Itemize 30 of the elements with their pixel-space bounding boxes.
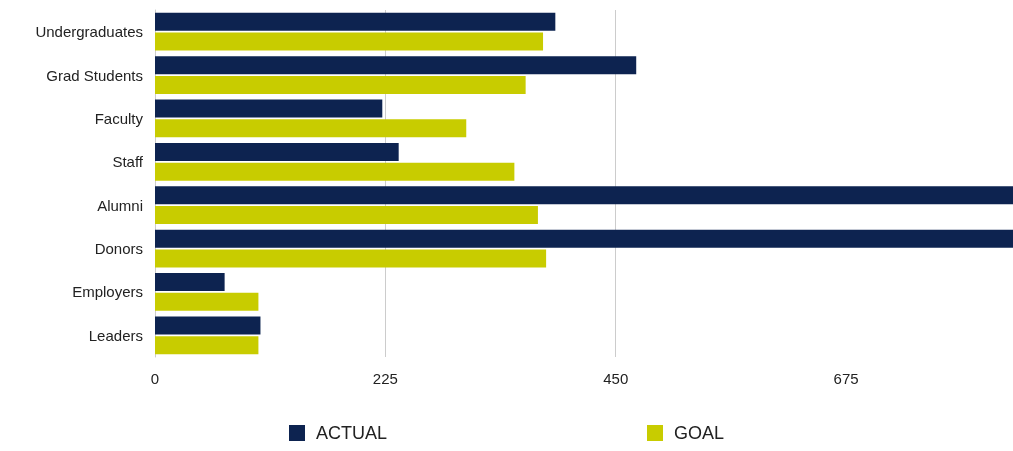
bar (155, 32, 544, 51)
y-tick-label: Alumni (97, 196, 143, 214)
legend-label: ACTUAL (315, 423, 387, 443)
bar (155, 292, 259, 311)
y-tick-label: Faculty (94, 109, 144, 127)
bar (155, 249, 547, 268)
legend-label: GOAL (674, 423, 725, 443)
x-tick-label: 450 (603, 370, 629, 387)
y-tick-label: Grad Students (46, 66, 143, 84)
bar (155, 162, 515, 181)
y-tick-label: Employers (72, 283, 143, 301)
bar (155, 99, 383, 118)
bar (155, 56, 637, 75)
y-tick-label: Leaders (88, 326, 143, 344)
bar (155, 12, 556, 31)
bar (155, 273, 225, 292)
bar (155, 229, 1013, 248)
y-tick-label: Donors (94, 240, 143, 258)
bar (155, 316, 261, 335)
bar (155, 142, 399, 161)
bar (155, 75, 526, 94)
bar (155, 119, 467, 138)
bar (155, 186, 1013, 205)
x-tick-label: 0 (150, 370, 160, 387)
y-tick-label: Staff (112, 153, 144, 171)
bar (155, 206, 538, 225)
x-tick-label: 675 (833, 370, 859, 387)
y-tick-label: Undergraduates (35, 23, 143, 41)
x-tick-label: 225 (372, 370, 398, 387)
bar (155, 336, 259, 355)
